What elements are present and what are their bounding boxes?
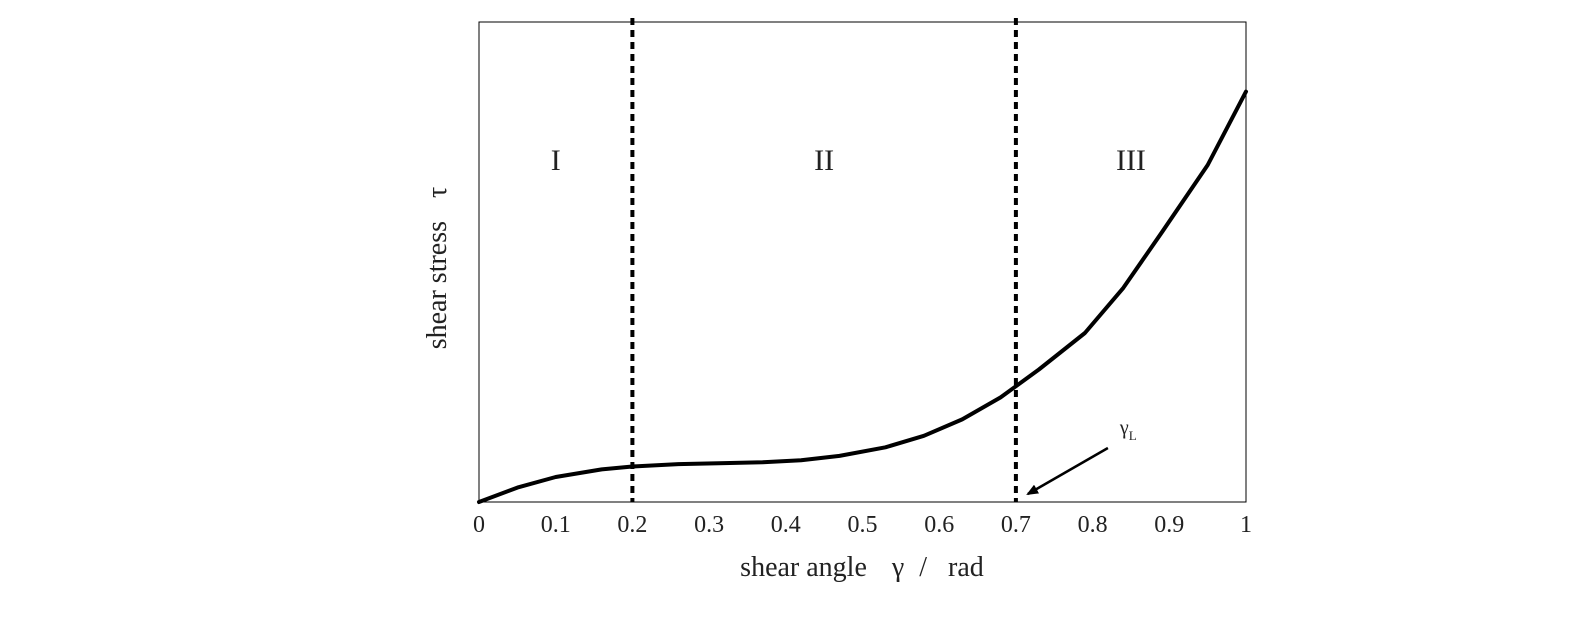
series-line	[477, 89, 1248, 504]
annotations: γL	[1026, 417, 1137, 496]
x-axis-title-symbol: γ	[891, 552, 904, 583]
y-axis-title: shear stress τ	[422, 187, 453, 350]
x-tick-label: 0.4	[771, 512, 801, 538]
region-label: III	[1116, 144, 1146, 177]
x-axis-title-separator: /	[919, 552, 927, 583]
series-layer	[477, 89, 1248, 504]
x-axis-title-unit: rad	[948, 552, 984, 583]
x-tick-label: 0.1	[541, 512, 571, 538]
annotation-symbol: γ	[1119, 417, 1129, 439]
x-tick-label: 1	[1240, 512, 1252, 538]
x-tick-label: 0.7	[1001, 512, 1031, 538]
annotation-label: γL	[1119, 417, 1137, 443]
y-axis-title-text: shear stress	[422, 221, 453, 349]
x-tick-label: 0.3	[694, 512, 724, 538]
x-tick-label: 0.6	[924, 512, 954, 538]
plot-frame	[478, 21, 1247, 503]
annotation-subscript: L	[1129, 428, 1137, 443]
y-axis-title-symbol: τ	[422, 187, 453, 198]
annotation-arrow	[1026, 446, 1109, 496]
region-label: II	[814, 144, 834, 177]
x-tick-label: 0	[473, 512, 485, 538]
x-axis-title: shear angle γ / rad	[740, 552, 984, 583]
x-tick-label: 0.5	[848, 512, 878, 538]
x-tick-label: 0.2	[617, 512, 647, 538]
x-tick-labels: 0 0.1 0.2 0.3 0.4 0.5 0.6 0.7 0.8 0.9 1	[473, 512, 1252, 538]
x-tick-label: 0.9	[1154, 512, 1184, 538]
region-label: I	[551, 144, 561, 177]
region-labels: I II III	[551, 144, 1146, 177]
x-axis-title-prefix: shear angle	[740, 552, 867, 583]
x-tick-label: 0.8	[1078, 512, 1108, 538]
region-boundaries	[630, 18, 1018, 502]
